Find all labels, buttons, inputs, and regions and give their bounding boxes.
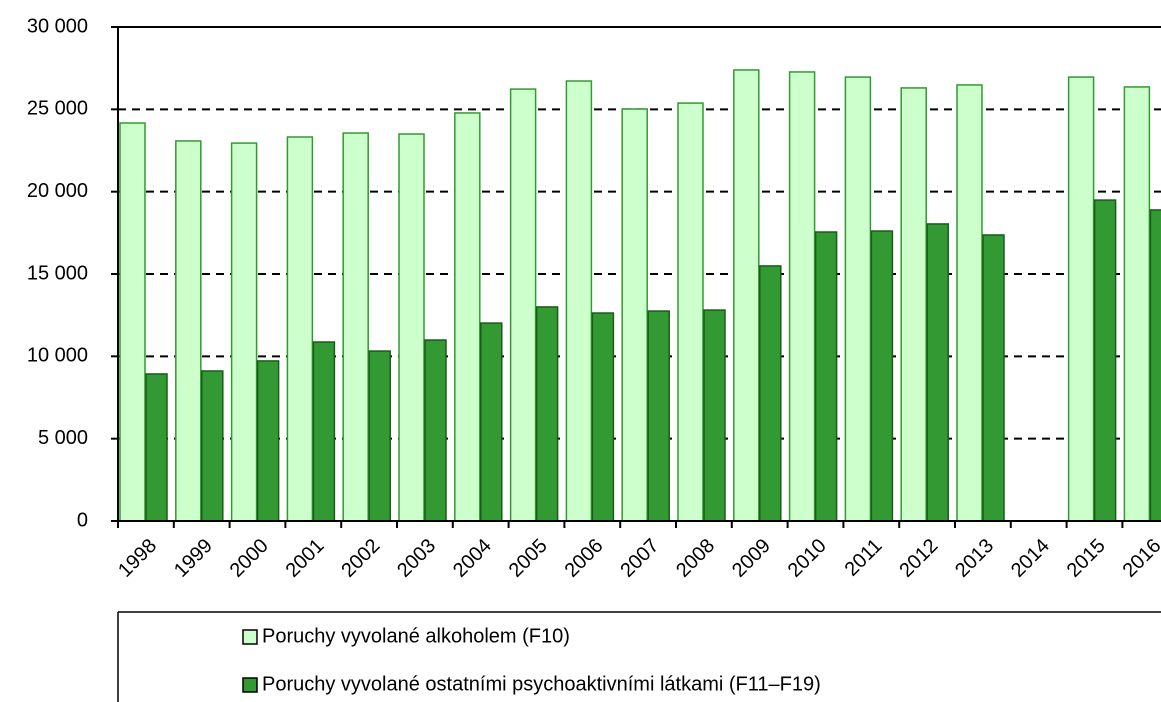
bar (398, 133, 425, 522)
bar (733, 69, 760, 522)
bar (759, 265, 782, 522)
bar (1093, 199, 1117, 522)
x-tick-label: 2008 (672, 535, 719, 582)
y-tick-label: 30 000 (27, 15, 88, 37)
bar (1123, 86, 1151, 522)
y-tick-label: 5 000 (38, 427, 88, 449)
x-tick-label: 2007 (616, 535, 663, 582)
bar (982, 234, 1005, 522)
x-tick-label: 2009 (728, 535, 775, 582)
bar (509, 88, 537, 522)
y-tick-label: 0 (77, 509, 88, 531)
legend-swatch (242, 629, 258, 645)
bar (535, 306, 559, 522)
bar (119, 122, 146, 522)
x-tick-label: 2001 (282, 535, 329, 582)
bar (286, 136, 314, 522)
x-tick-label: 2014 (1007, 535, 1054, 582)
x-tick-label: 2004 (449, 535, 496, 582)
bar (480, 322, 503, 522)
y-tick-label: 10 000 (27, 345, 88, 367)
bar (956, 84, 983, 522)
legend-swatch (242, 677, 258, 693)
bar (926, 223, 949, 522)
x-tick-label: 2010 (784, 535, 831, 582)
x-tick-label: 2012 (895, 535, 942, 582)
x-tick-label: 2016 (1119, 535, 1161, 582)
bar (900, 87, 927, 522)
x-tick-label: 2011 (841, 535, 887, 581)
bar (1067, 76, 1095, 522)
x-tick-label: 2003 (393, 535, 440, 582)
y-tick-label: 25 000 (27, 98, 88, 120)
bar (312, 341, 336, 522)
y-tick-label: 15 000 (27, 262, 88, 284)
bar (870, 230, 894, 522)
legend-label: Poruchy vyvolané ostatními psychoaktivní… (262, 673, 821, 695)
bar (230, 142, 258, 522)
bar (844, 76, 872, 522)
bar (201, 370, 224, 522)
x-tick-label: 2013 (951, 535, 998, 582)
x-tick-label: 2000 (226, 535, 273, 582)
bar (565, 80, 593, 522)
bar (454, 112, 481, 522)
bar (647, 310, 670, 522)
legend-label: Poruchy vyvolané alkoholem (F10) (262, 625, 570, 647)
x-tick-label: 2002 (337, 535, 384, 582)
bar (1149, 209, 1161, 522)
x-tick-label: 2005 (505, 535, 552, 582)
bar (591, 312, 615, 522)
bar (814, 231, 838, 522)
bar (621, 108, 648, 522)
bar (424, 339, 447, 522)
bar (368, 350, 391, 522)
bar (703, 309, 726, 522)
x-tick-label: 1998 (114, 535, 161, 582)
bar (677, 102, 704, 522)
bar (256, 360, 280, 522)
x-tick-label: 2015 (1063, 535, 1110, 582)
bar (145, 373, 168, 522)
x-tick-label: 2006 (561, 535, 608, 582)
bar (788, 71, 816, 522)
x-tick-label: 1999 (170, 535, 217, 582)
y-tick-label: 20 000 (27, 180, 88, 202)
bar (175, 140, 202, 522)
bar (342, 132, 369, 522)
